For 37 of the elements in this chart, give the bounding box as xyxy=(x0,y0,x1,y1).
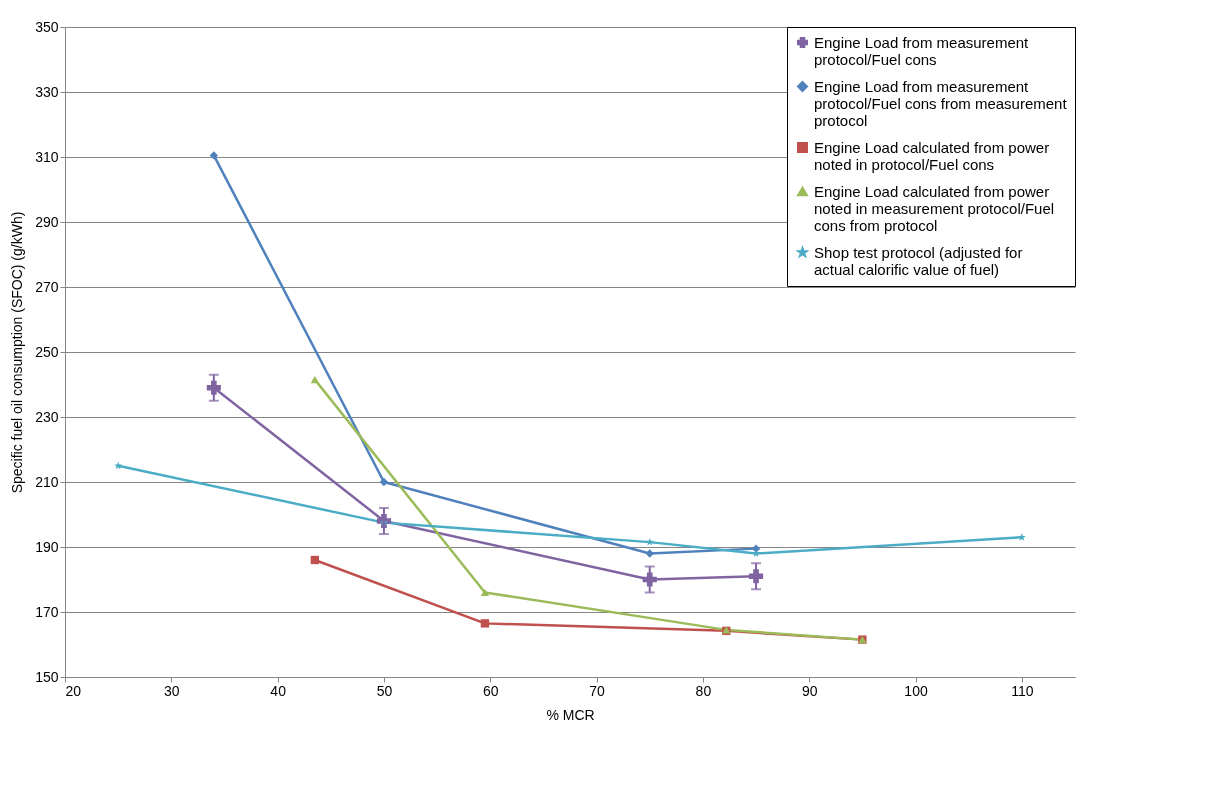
legend-label: Engine Load calculated from power noted in measurement protocol/Fuel cons from protocol xyxy=(814,182,1055,234)
point xyxy=(480,588,490,597)
y-axis-title: Specific fuel oil consumption (SFOC) (g/kWh) xyxy=(9,211,26,494)
y-tick-label: 250 xyxy=(35,343,59,360)
point xyxy=(480,619,490,628)
y-tick-label: 350 xyxy=(35,18,59,35)
point xyxy=(1017,533,1026,541)
point xyxy=(310,555,320,565)
y-tick-label: 330 xyxy=(35,83,59,100)
point xyxy=(310,376,320,384)
legend-label: Engine Load from measurement protocol/Fuel cons xyxy=(814,33,1030,68)
x-axis-title: % MCR xyxy=(546,706,595,723)
y-tick-label: 270 xyxy=(35,278,59,295)
y-tick-label: 290 xyxy=(35,213,59,230)
x-tick-label: 90 xyxy=(801,682,818,699)
y-tick-label: 190 xyxy=(35,538,59,555)
point xyxy=(209,151,219,160)
x-tick-label: 50 xyxy=(376,682,393,699)
x-tick-label: 100 xyxy=(904,682,928,699)
y-tick-label: 230 xyxy=(35,408,59,425)
legend-label: Engine Load calculated from power noted in protocol/Fuel cons xyxy=(814,138,1050,173)
x-tick-label: 30 xyxy=(164,682,180,699)
x-tick-label: 40 xyxy=(270,682,287,699)
y-tick-label: 210 xyxy=(35,473,59,490)
x-tick-label: 60 xyxy=(482,682,499,699)
y-tick-label: 150 xyxy=(35,668,59,685)
y-tick-label: 310 xyxy=(35,148,59,165)
legend-label: Shop test protocol (adjusted for actual calorific value of fuel) xyxy=(814,243,1023,278)
x-tick-label: 80 xyxy=(695,682,712,699)
x-tick-label: 110 xyxy=(1011,682,1034,699)
point xyxy=(114,461,123,470)
legend-label: Engine Load from measurement protocol/Fuel cons from measurement protocol xyxy=(814,77,1068,129)
y-tick-label: 170 xyxy=(35,603,59,620)
x-tick-label: 20 xyxy=(65,682,82,699)
point xyxy=(379,477,389,487)
x-tick-label: 70 xyxy=(589,682,606,699)
point xyxy=(645,549,654,558)
